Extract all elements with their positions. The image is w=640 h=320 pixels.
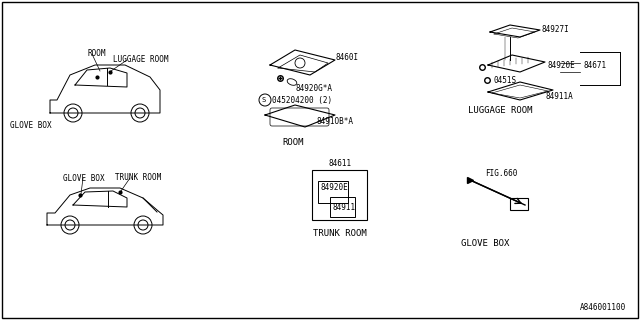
Ellipse shape: [287, 79, 297, 85]
Text: A846001100: A846001100: [580, 303, 627, 312]
Bar: [312, 170, 367, 220]
Text: TRUNK ROOM: TRUNK ROOM: [313, 228, 367, 237]
Text: 8491OB*A: 8491OB*A: [316, 116, 353, 125]
Text: 84920E: 84920E: [548, 60, 576, 69]
Bar: [318, 181, 348, 203]
Text: 045204200 (2): 045204200 (2): [272, 95, 332, 105]
Bar: [510, 198, 528, 210]
Text: ROOM: ROOM: [282, 138, 304, 147]
Text: FIG.660: FIG.660: [485, 169, 517, 178]
Text: 84911: 84911: [332, 204, 355, 212]
Text: 84920G*A: 84920G*A: [295, 84, 332, 92]
Bar: [330, 197, 355, 217]
Text: ROOM: ROOM: [87, 49, 106, 58]
Text: 84920E: 84920E: [320, 182, 348, 191]
Text: 84611: 84611: [328, 158, 351, 167]
Text: LUGGAGE ROOM: LUGGAGE ROOM: [113, 54, 168, 63]
Text: S: S: [262, 97, 266, 103]
Text: LUGGAGE ROOM: LUGGAGE ROOM: [468, 106, 532, 115]
Text: GLOVE BOX: GLOVE BOX: [10, 121, 52, 130]
Text: TRUNK ROOM: TRUNK ROOM: [115, 172, 161, 181]
Text: GLOVE BOX: GLOVE BOX: [63, 173, 104, 182]
Text: 84911A: 84911A: [545, 92, 573, 100]
Text: 8460I: 8460I: [335, 52, 358, 61]
Text: GLOVE BOX: GLOVE BOX: [461, 238, 509, 247]
Text: 84671: 84671: [583, 60, 606, 69]
Text: 0451S: 0451S: [493, 76, 516, 84]
Text: 84927I: 84927I: [542, 25, 570, 34]
